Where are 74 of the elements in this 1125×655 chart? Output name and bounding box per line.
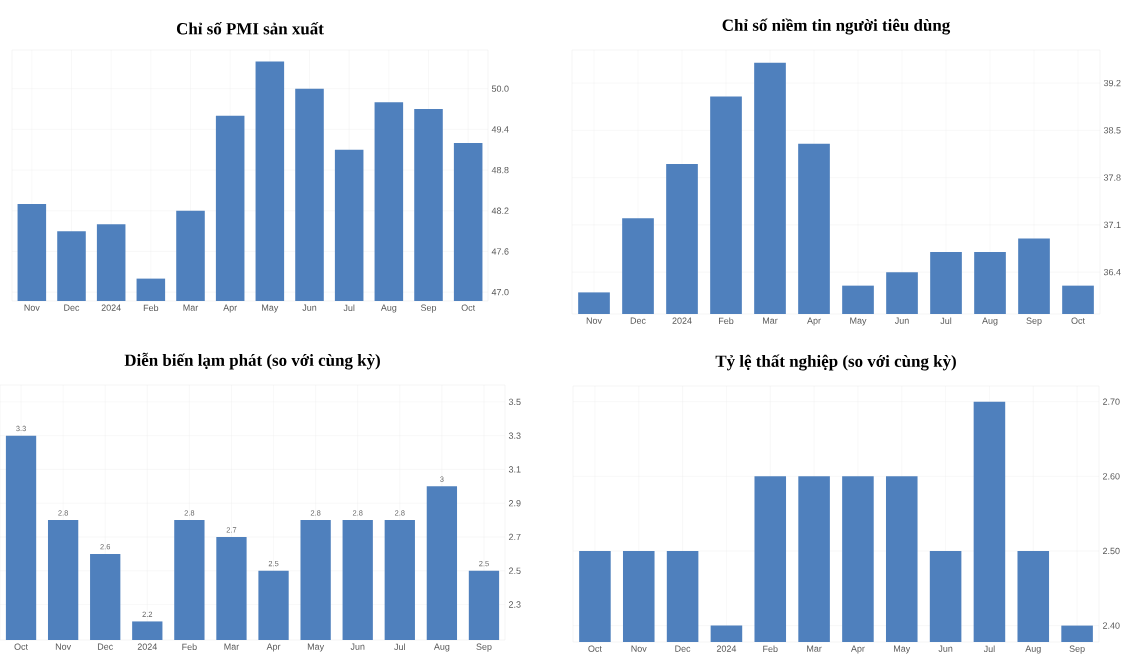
chart-title: Chỉ số PMI sản xuất — [176, 21, 324, 35]
x-tick-label: Jul — [343, 304, 355, 312]
x-tick-label: Aug — [433, 643, 450, 652]
x-tick-label: Mar — [224, 643, 240, 650]
x-tick-label: May — [262, 304, 279, 313]
x-tick-label: Feb — [143, 304, 159, 312]
y-tick-label: 3.5 — [508, 398, 521, 406]
x-tick-label: Mar — [763, 317, 778, 324]
y-tick-label: 37.1 — [1103, 221, 1121, 229]
x-tick-label: Jul — [394, 643, 405, 651]
x-tick-label: Sep — [1026, 317, 1042, 326]
y-tick-label: 3.1 — [508, 466, 521, 473]
x-tick-label: Jun — [894, 317, 909, 324]
x-tick-label: Dec — [97, 643, 113, 650]
x-tick-label: Nov — [55, 643, 72, 650]
y-tick-label: 2.7 — [508, 533, 521, 541]
x-tick-label: May — [894, 645, 911, 654]
chart-title: Tỷ lệ thất nghiệp (so với cùng kỳ) — [715, 354, 956, 371]
x-tick-label: Oct — [461, 304, 476, 311]
y-tick-label: 2.40 — [1102, 622, 1120, 629]
x-tick-label: May — [307, 643, 325, 652]
x-tick-label: Apr — [223, 304, 237, 313]
x-tick-label: 2024 — [101, 304, 121, 311]
x-tick-label: Nov — [586, 317, 602, 324]
y-tick-label: 36.4 — [1103, 268, 1121, 276]
x-tick-label: Aug — [380, 304, 397, 313]
x-tick-label: Dec — [64, 304, 80, 311]
x-tick-label: Feb — [719, 317, 734, 325]
y-tick-label: 37.8 — [1103, 174, 1121, 181]
x-tick-label: 2024 — [716, 645, 737, 652]
y-tick-label: 38.5 — [1103, 127, 1121, 134]
y-tick-label: 48.8 — [491, 166, 509, 174]
x-tick-label: Oct — [588, 645, 602, 652]
x-tick-label: Apr — [850, 645, 865, 654]
x-tick-label: Sep — [420, 304, 437, 313]
y-tick-label: 3.3 — [508, 432, 521, 439]
x-tick-label: Jun — [302, 304, 317, 311]
x-tick-label: Apr — [266, 643, 281, 652]
y-tick-label: 2.70 — [1102, 398, 1120, 405]
x-tick-label: Jul — [983, 645, 995, 653]
x-tick-label: Jun — [938, 645, 953, 652]
x-tick-label: Feb — [182, 643, 197, 651]
y-tick-label: 2.5 — [508, 567, 521, 574]
x-tick-label: Jul — [940, 317, 952, 325]
x-tick-label: Nov — [631, 645, 647, 652]
x-tick-label: Apr — [807, 317, 821, 326]
x-tick-label: Jun — [350, 643, 365, 650]
x-tick-label: Aug — [982, 317, 998, 326]
x-tick-label: May — [850, 317, 867, 326]
y-tick-label: 47.0 — [491, 289, 509, 296]
x-tick-label: 2024 — [672, 317, 692, 324]
chart-title: Diễn biến lạm phát (so với cùng kỳ) — [124, 352, 380, 370]
y-tick-label: 48.2 — [491, 207, 509, 214]
x-tick-label: Sep — [1069, 645, 1085, 654]
x-tick-label: Dec — [630, 317, 646, 324]
x-tick-label: Nov — [24, 304, 40, 311]
y-tick-label: 2.9 — [508, 500, 521, 507]
x-tick-label: Mar — [183, 304, 199, 311]
x-tick-label: Mar — [807, 645, 822, 652]
x-tick-label: Sep — [476, 643, 492, 652]
x-tick-label: Oct — [14, 643, 28, 650]
x-tick-label: Dec — [675, 645, 691, 652]
x-tick-label: Aug — [1025, 645, 1041, 654]
y-tick-label: 49.4 — [491, 126, 509, 133]
x-tick-label: Feb — [763, 645, 778, 653]
x-tick-label: Oct — [1071, 317, 1085, 324]
y-tick-label: 50.0 — [491, 85, 509, 92]
y-tick-label: 2.60 — [1102, 473, 1120, 480]
y-tick-label: 39.2 — [1103, 79, 1121, 87]
chart-title: Chỉ số niềm tin người tiêu dùng — [722, 18, 951, 35]
x-tick-label: 2024 — [137, 643, 157, 650]
y-tick-label: 2.3 — [508, 601, 521, 608]
y-tick-label: 2.50 — [1102, 547, 1120, 555]
y-tick-label: 47.6 — [491, 248, 509, 255]
